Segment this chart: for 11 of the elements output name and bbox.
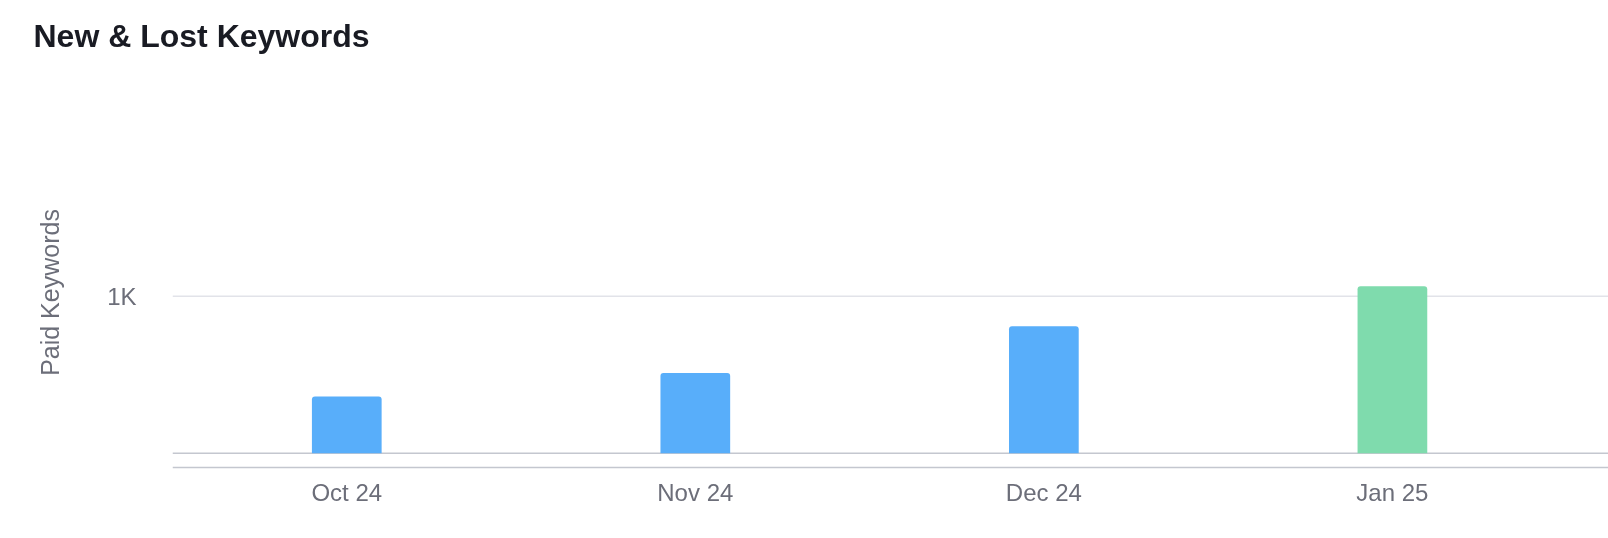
x-tick-label: Jan 25 xyxy=(1356,478,1429,506)
x-tick-label: Nov 24 xyxy=(657,478,734,506)
bar xyxy=(311,396,382,454)
bar xyxy=(660,373,731,454)
ref-line-label: 1K xyxy=(107,282,137,310)
bar xyxy=(1357,286,1428,454)
x-tick-label: Dec 24 xyxy=(1005,478,1082,506)
y-axis-title: Paid Keywords xyxy=(36,209,65,376)
x-tick-label: Oct 24 xyxy=(311,478,383,506)
chart-title: New & Lost Keywords xyxy=(33,17,370,54)
bar xyxy=(1009,326,1079,454)
